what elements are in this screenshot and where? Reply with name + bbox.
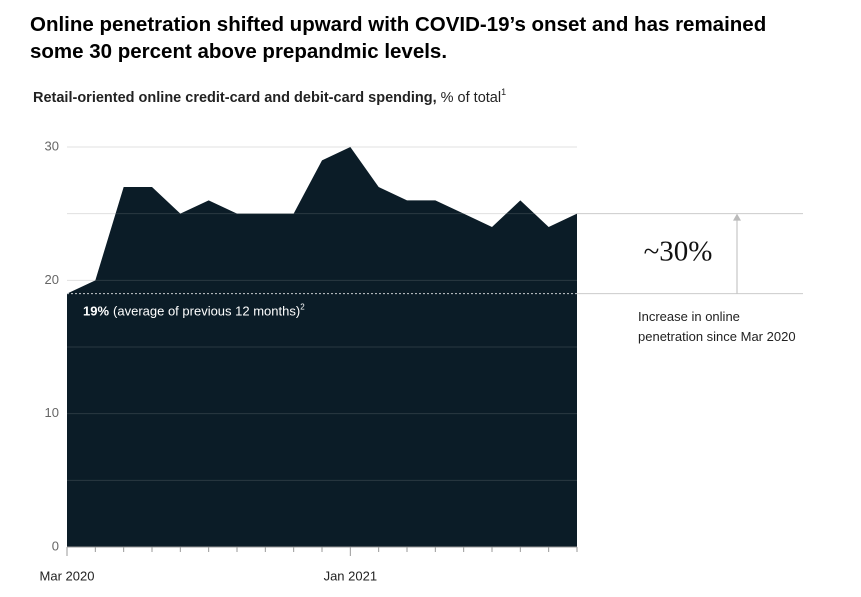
annotation-line: Increase in online	[638, 309, 740, 324]
chart-title: Online penetration shifted upward with C…	[30, 13, 767, 63]
arrow-head	[733, 213, 741, 221]
x-tick-label: Jan 2021	[324, 568, 378, 583]
reference-label: 19% (average of previous 12 months)2	[83, 303, 305, 319]
footnote: 2	[300, 303, 305, 312]
y-tick-label: 10	[45, 405, 59, 420]
y-tick-label: 0	[52, 538, 59, 553]
annotation-value: ~30%	[644, 235, 713, 267]
annotation-text: Increase in online penetration since Mar …	[638, 309, 796, 344]
area	[67, 147, 577, 547]
y-tick-label: 20	[45, 272, 59, 287]
reference-note: (average of previous 12 months)	[113, 304, 300, 319]
annotation-line: penetration since Mar 2020	[638, 329, 796, 344]
footnote: 1	[501, 87, 506, 97]
reference-value: 19%	[83, 304, 109, 319]
y-tick-label: 30	[45, 138, 59, 153]
subtitle-unit: % of total	[441, 90, 501, 106]
subtitle-bold: Retail-oriented online credit-card and d…	[33, 90, 437, 106]
subtitle: Retail-oriented online credit-card and d…	[33, 87, 506, 105]
x-tick-label: Mar 2020	[40, 568, 95, 583]
